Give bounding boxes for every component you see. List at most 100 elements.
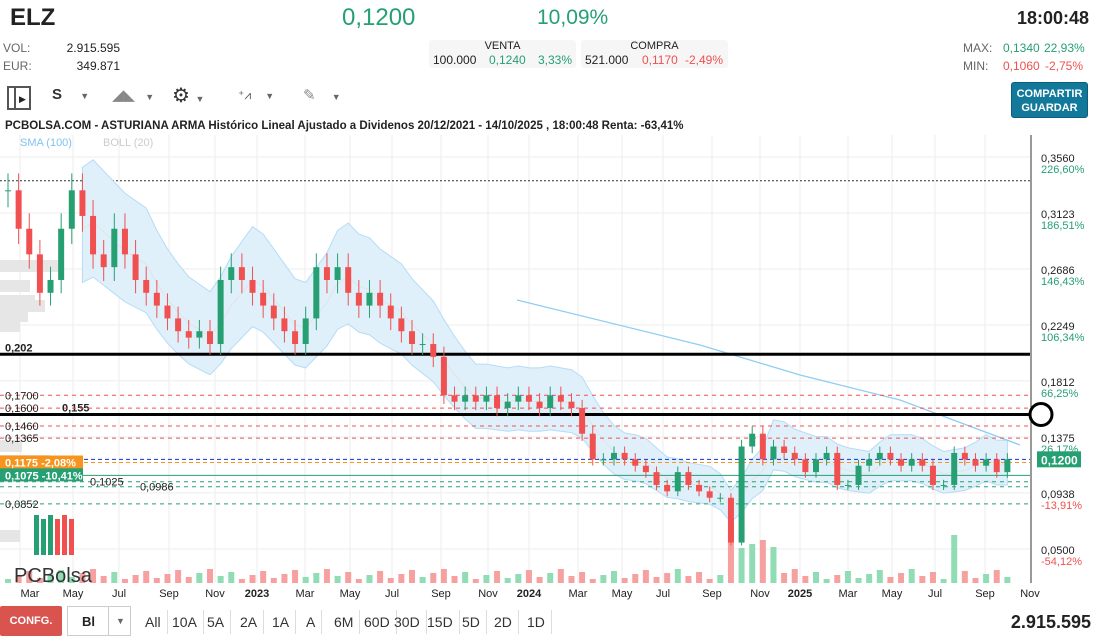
candle-body [802,459,809,473]
candle-body [249,279,256,293]
volume-bar [834,575,841,583]
x-tick-label: Nov [750,588,770,600]
range-15d[interactable]: 15D [427,610,460,634]
volume-bar [451,576,458,583]
range-2d[interactable]: 2D [494,610,519,634]
candle-body [79,190,86,216]
candle-body [770,446,777,460]
candle-body [993,459,1000,473]
x-tick-label: Sep [702,588,722,600]
volume-bar [111,572,118,583]
volume-bar [738,548,745,583]
marker-label: 0,1175 -2,08% [5,458,76,470]
candle-body [940,484,947,486]
candle-body [387,305,394,319]
price-chart[interactable]: 0,2020,1550,17000,16000,14600,13650,1025… [0,135,1103,583]
config-button[interactable]: CONFG. [0,606,62,636]
volume-bar [664,573,671,583]
y-tick-label: 0,2249 [1041,321,1075,333]
y-tick-pct: 226,60% [1041,164,1085,176]
x-axis: Mar May Jul Sep Nov 2023 Mar May Jul Sep Nov 2024 Ma… [0,583,1040,605]
candle-body [844,484,851,486]
volume-bar [802,576,809,583]
volume-bar [207,569,213,583]
candle-body [504,401,511,409]
volume-bar [600,575,607,583]
gear-icon: ⚙ [172,85,190,107]
drawing-button[interactable]: ✎ ▼ [303,86,341,104]
level-label: 0,1600 [5,403,39,415]
range-30d[interactable]: 30D [394,610,427,634]
x-tick-label: May [881,588,903,600]
range-10a[interactable]: 10A [172,610,204,634]
total-volume: 2.915.595 [1010,612,1091,632]
volume-bar [100,576,107,583]
range-1d[interactable]: 1D [527,610,552,634]
candle-body [696,484,703,492]
y-tick-pct: 66,25% [1041,388,1079,400]
range-1a[interactable]: 1A [272,610,297,634]
candle-body [579,408,586,434]
min-pct: -2,75% [1045,59,1084,73]
candle-body [951,452,958,485]
x-tick-label: Mar [20,588,40,600]
x-tick-label: Sep [975,588,995,600]
sell-qty: 100.000 [433,53,477,67]
range-2a[interactable]: 2A [240,610,265,634]
candle-body [36,254,43,293]
volume-bar [547,573,554,583]
share-button[interactable]: COMPARTIR [1016,88,1083,100]
chart-type-select[interactable]: Bl ▼ [67,606,131,636]
pencil-icon: ✎ [303,87,316,104]
candle-body [600,459,607,461]
x-tick-label: Jul [655,588,671,600]
chevron-down-icon: ▼ [80,91,90,101]
range-all[interactable]: All [145,610,168,634]
chart-type-button[interactable]: ◢◣ ▼ [112,86,154,104]
volume-bar [887,577,894,583]
save-button[interactable]: GUARDAR [1021,102,1078,114]
candle-body [611,452,617,460]
volume-bar [525,570,532,583]
candle-body [823,452,830,460]
volume-bar [238,579,245,583]
volume-bar [696,572,703,583]
volume-bar [781,573,788,583]
range-a[interactable]: A [306,610,323,634]
sidebar-toggle-button[interactable]: ▶ [7,86,31,110]
range-6m[interactable]: 6M [334,610,361,634]
volume-bar [929,572,936,583]
period-button[interactable]: S ▼ [52,86,89,103]
candle-body [674,472,681,492]
logo-bar [69,519,74,555]
chevron-down-icon: ▼ [195,94,205,104]
bollinger-band [81,159,1008,523]
buy-pct: -2,49% [685,53,724,67]
level-label: 0,1700 [5,390,39,402]
legend-boll: BOLL (20) [103,137,154,149]
x-tick-label: Nov [205,588,225,600]
chevron-down-icon: ▼ [145,92,155,102]
volume-bar [409,570,415,583]
candle-body [153,292,160,306]
candle-body [706,491,713,498]
volume-bar [377,571,384,583]
candle-body [515,395,522,402]
level-label: 0,1365 [5,433,39,445]
share-save-button[interactable]: COMPARTIR GUARDAR [1011,82,1088,118]
volume-bar [143,571,150,583]
volume-bar [717,575,724,583]
settings-button[interactable]: ⚙ ▼ [172,83,204,108]
range-5a[interactable]: 5A [207,610,232,634]
volume-bar [90,569,97,583]
volume-bar [26,571,33,583]
range-60d[interactable]: 60D [364,610,397,634]
volume-bar [898,573,905,583]
range-5d[interactable]: 5D [462,610,487,634]
alert-circle-icon [1028,401,1054,427]
indicators-button[interactable]: ⁺⩘ ▼ [238,86,274,103]
period-label: S [52,86,63,103]
candle-body [536,401,543,409]
volume-bar [749,544,756,583]
candle-body [791,452,798,460]
